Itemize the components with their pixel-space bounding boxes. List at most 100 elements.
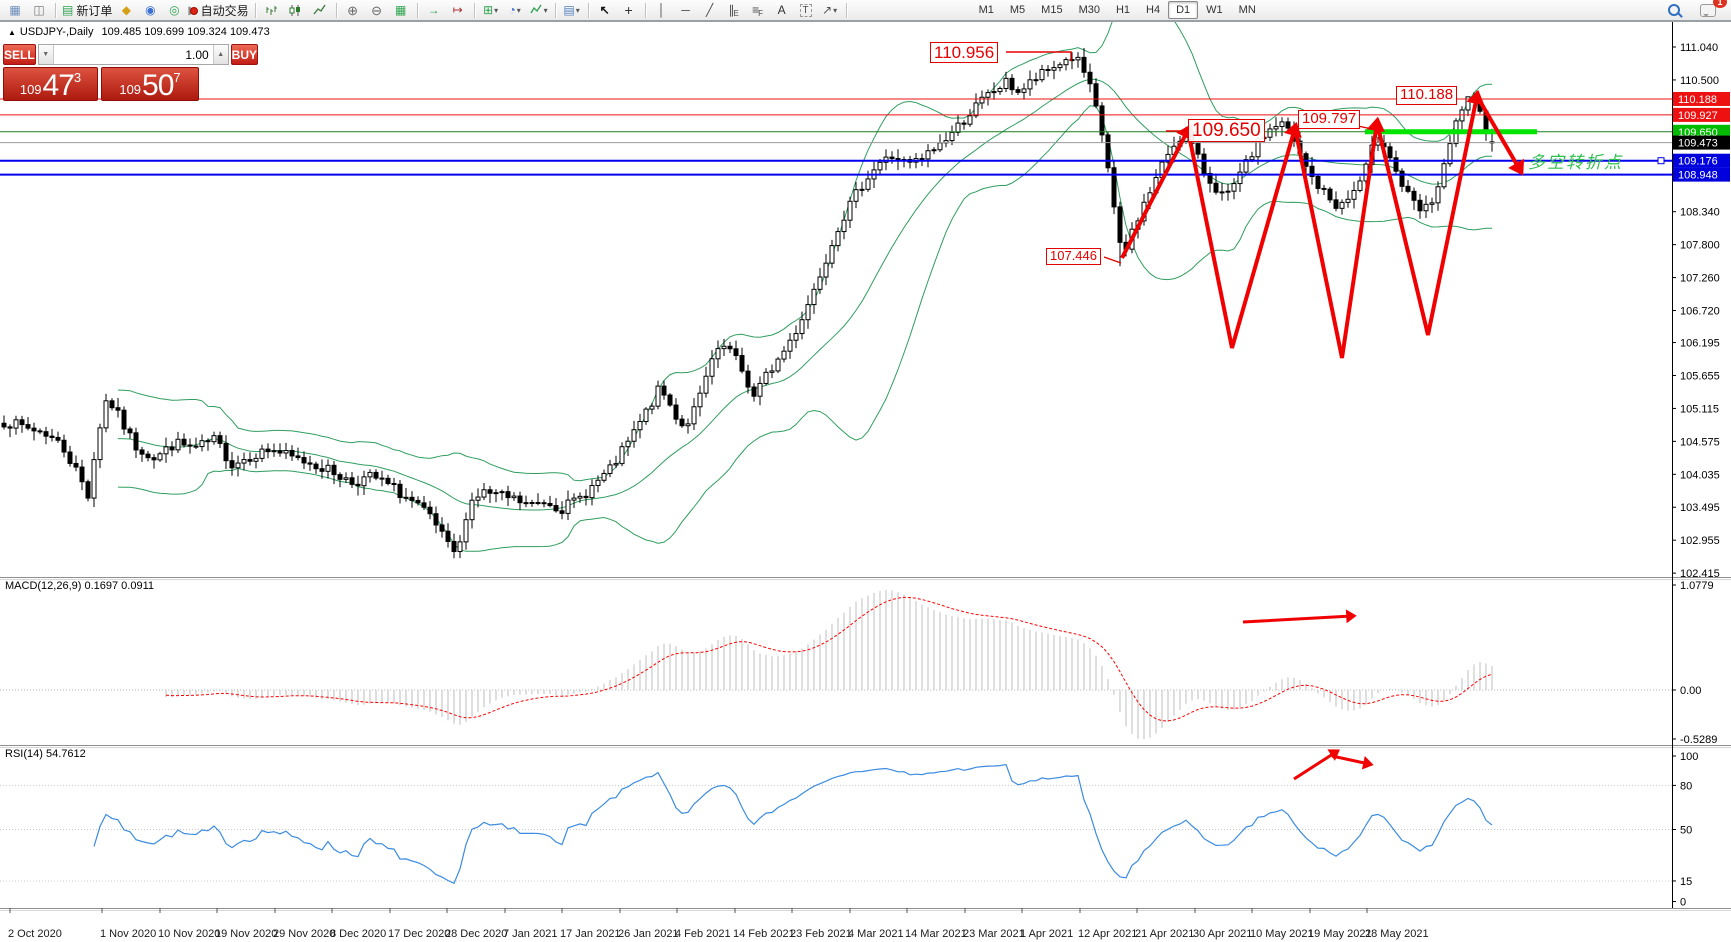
shapes-dropdown[interactable]: ↗ ▾ bbox=[818, 1, 842, 19]
channel-tool[interactable]: ∥ E bbox=[728, 3, 739, 18]
price-annotation[interactable]: 110.188 bbox=[1396, 86, 1458, 105]
line-chart-mode-button[interactable] bbox=[308, 1, 332, 19]
arrows-shapes-icon: ↗ bbox=[822, 3, 833, 17]
symbol-name: USDJPY-,Daily bbox=[19, 26, 94, 38]
templates-dropdown[interactable]: ▤ ▾ bbox=[560, 1, 584, 19]
bar-chart-mode-button[interactable] bbox=[260, 1, 284, 19]
tile-windows-button[interactable]: ▦ bbox=[389, 1, 413, 19]
timeframe-w1[interactable]: W1 bbox=[1206, 4, 1223, 16]
volume-input[interactable] bbox=[53, 45, 213, 64]
price-annotation[interactable]: 109.650 bbox=[1188, 119, 1265, 143]
timeframe-m5[interactable]: M5 bbox=[1009, 4, 1026, 16]
horizontal-level-lines[interactable] bbox=[0, 98, 1672, 176]
timeframe-h4[interactable]: H4 bbox=[1146, 4, 1161, 16]
separator bbox=[845, 2, 847, 18]
signals-icon[interactable]: ◎ bbox=[169, 3, 180, 17]
candles-layer bbox=[1, 47, 1495, 559]
timeframe-mn[interactable]: MN bbox=[1238, 4, 1256, 16]
timeframe-toolbar: M1 M5 M15 M30 H1 H4 D1 W1 MN bbox=[971, 1, 1264, 19]
indicators-dropdown[interactable]: ▾ bbox=[527, 1, 551, 19]
template-icon: ▤ bbox=[563, 3, 575, 17]
sell-quote-panel[interactable]: 109 47 3 bbox=[3, 67, 98, 101]
timeframe-m30[interactable]: M30 bbox=[1078, 4, 1100, 16]
search-button[interactable] bbox=[1662, 1, 1686, 19]
svg-text:23 Feb 2021: 23 Feb 2021 bbox=[790, 928, 852, 940]
text-tool[interactable]: A bbox=[777, 3, 786, 17]
svg-text:10 Nov 2020: 10 Nov 2020 bbox=[158, 928, 220, 940]
svg-text:17 Jan 2021: 17 Jan 2021 bbox=[560, 928, 621, 940]
timeframe-m15[interactable]: M15 bbox=[1041, 4, 1063, 16]
timeframe-h1[interactable]: H1 bbox=[1115, 4, 1131, 16]
volume-increase-button[interactable]: ▲ bbox=[212, 45, 228, 64]
price-axis[interactable]: 111.040 110.500 108.340 107.800 107.260 106.7… bbox=[1672, 42, 1730, 580]
text-label-tool[interactable]: T bbox=[794, 1, 818, 19]
vertical-line-tool[interactable]: │ bbox=[650, 1, 674, 19]
new-order-button[interactable]: ▤ 新订单 bbox=[60, 1, 114, 19]
autotrading-icon: ▶ bbox=[188, 4, 198, 16]
chart-shift-icon: ↦ bbox=[452, 3, 463, 17]
crosshair-button[interactable]: + bbox=[617, 1, 641, 19]
new-order-icon: ▤ bbox=[62, 3, 74, 17]
svg-text:7 Jan 2021: 7 Jan 2021 bbox=[503, 928, 557, 940]
line-handle[interactable] bbox=[1657, 157, 1665, 165]
separator bbox=[554, 2, 556, 18]
svg-text:23 Mar 2021: 23 Mar 2021 bbox=[963, 928, 1025, 940]
autoscroll-button[interactable]: → bbox=[422, 1, 446, 19]
volume-stepper: ▼ ▲ bbox=[37, 44, 229, 65]
periods-dropdown[interactable]: ◔ ▾ bbox=[503, 1, 527, 19]
fibonacci-tool[interactable]: ≡ F bbox=[752, 3, 764, 18]
candlestick-mode-button[interactable] bbox=[284, 1, 308, 19]
market-icon[interactable]: ◉ bbox=[145, 3, 156, 17]
svg-text:0: 0 bbox=[1680, 897, 1686, 909]
bar-chart-icon bbox=[266, 5, 278, 15]
buy-quote-panel[interactable]: 109 50 7 bbox=[101, 67, 199, 101]
notification-badge: 1 bbox=[1713, 0, 1727, 8]
price-annotation[interactable]: 107.446 bbox=[1046, 248, 1101, 265]
buy-price-point: 7 bbox=[173, 70, 181, 85]
svg-text:50: 50 bbox=[1680, 825, 1692, 837]
autotrading-stopped-dot bbox=[189, 7, 198, 15]
metaeditor-icon[interactable]: ◆ bbox=[121, 3, 131, 17]
cursor-button[interactable]: ↖ bbox=[593, 1, 617, 19]
svg-text:15: 15 bbox=[1680, 876, 1692, 888]
trade-panel-quotes: 109 47 3 109 50 7 bbox=[3, 67, 199, 101]
zoom-in-button[interactable]: ⊕ bbox=[341, 1, 365, 19]
notifications-button[interactable]: 1 bbox=[1696, 0, 1727, 19]
svg-text:14 Mar 2021: 14 Mar 2021 bbox=[905, 928, 967, 940]
sell-button[interactable]: SELL bbox=[3, 44, 36, 65]
trend-arrows[interactable] bbox=[1006, 51, 1525, 781]
svg-text:109.473: 109.473 bbox=[1678, 138, 1718, 150]
macd-pane-label: MACD(12,26,9) 0.1697 0.0911 bbox=[5, 580, 154, 592]
charts-window-icon[interactable]: ▦ bbox=[9, 3, 21, 17]
rsi-axis[interactable]: 100 80 50 15 0 bbox=[1672, 751, 1698, 909]
fibonacci-icon: ≡ bbox=[752, 3, 760, 17]
svg-text:1 Apr 2021: 1 Apr 2021 bbox=[1020, 928, 1073, 940]
chart-shift-button[interactable]: ↦ bbox=[446, 1, 470, 19]
price-annotation[interactable]: 109.797 bbox=[1298, 110, 1361, 129]
trendline-tool[interactable]: ╱ bbox=[698, 1, 722, 19]
new-chart-dropdown[interactable]: ⊞ ▾ bbox=[479, 1, 503, 19]
svg-text:106.720: 106.720 bbox=[1680, 306, 1720, 318]
price-annotation[interactable]: 110.956 bbox=[930, 42, 999, 64]
separator bbox=[254, 2, 256, 18]
buy-button[interactable]: BUY bbox=[230, 44, 259, 65]
timeframe-m1[interactable]: M1 bbox=[978, 4, 994, 16]
svg-text:17 Dec 2020: 17 Dec 2020 bbox=[388, 928, 450, 940]
timeframe-d1[interactable]: D1 bbox=[1168, 1, 1199, 19]
svg-text:4 Mar 2021: 4 Mar 2021 bbox=[848, 928, 904, 940]
horizontal-line-tool[interactable]: ─ bbox=[674, 1, 698, 19]
volume-decrease-button[interactable]: ▼ bbox=[38, 45, 54, 64]
zoom-out-icon: ⊖ bbox=[371, 2, 383, 18]
chart-note-text[interactable]: 多空转折点 bbox=[1528, 153, 1623, 172]
macd-axis[interactable]: 1.0779 0.00 -0.5289 bbox=[1672, 580, 1717, 746]
one-click-trading-panel: SELL ▼ ▲ BUY 109 47 3 109 50 7 bbox=[3, 44, 259, 101]
symbol-collapse-icon[interactable]: ▲ bbox=[8, 28, 16, 37]
macd-indicator bbox=[0, 590, 1672, 740]
zoom-out-button[interactable]: ⊖ bbox=[365, 1, 389, 19]
separator bbox=[587, 2, 589, 18]
autotrading-button[interactable]: ▶ 自动交易 bbox=[186, 1, 250, 19]
print-preview-icon[interactable]: ◫ bbox=[33, 3, 45, 17]
